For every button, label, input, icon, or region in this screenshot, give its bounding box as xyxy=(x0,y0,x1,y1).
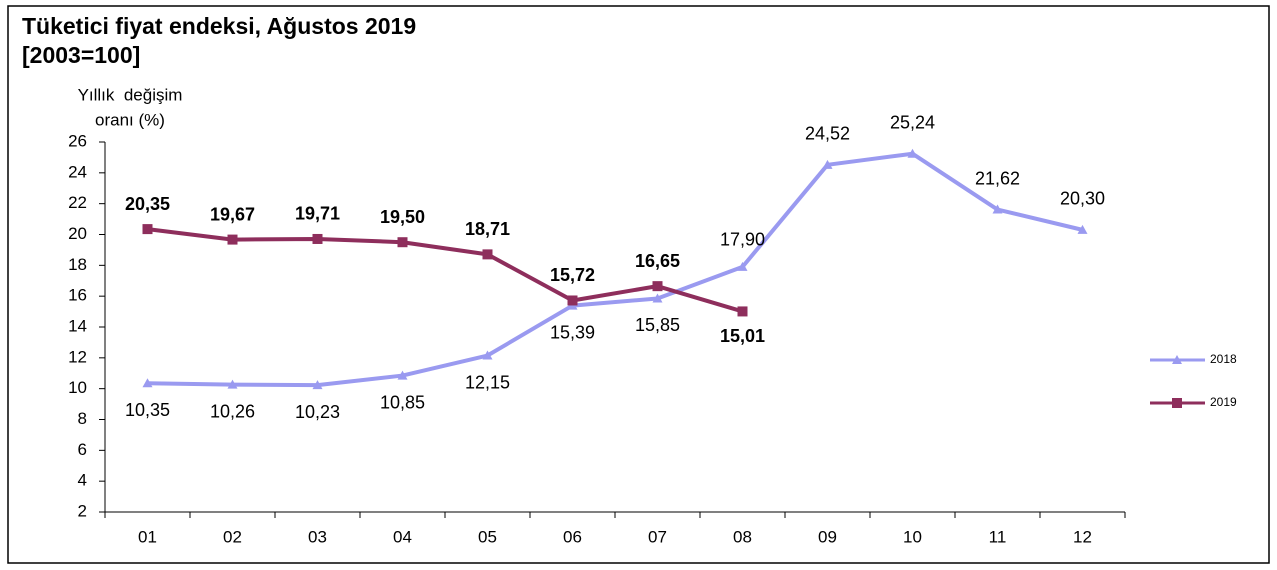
chart-subtitle: [2003=100] xyxy=(22,42,140,68)
data-label: 20,30 xyxy=(1060,189,1105,209)
x-tick-label: 11 xyxy=(989,527,1007,546)
point xyxy=(312,233,323,244)
point xyxy=(482,350,493,360)
data-label: 15,85 xyxy=(635,315,680,335)
x-tick-label: 01 xyxy=(138,527,157,546)
data-label: 15,72 xyxy=(550,265,595,285)
y-tick-label: 2 xyxy=(78,501,87,520)
data-label: 10,35 xyxy=(125,400,170,420)
y-tick-label: 20 xyxy=(68,224,87,243)
y-axis-label: oranı (%) xyxy=(95,110,165,129)
frame xyxy=(7,5,1270,564)
data-label: 25,24 xyxy=(890,112,935,132)
point xyxy=(737,306,748,317)
x-tick-label: 04 xyxy=(393,527,412,546)
data-label: 15,01 xyxy=(720,326,765,346)
point xyxy=(992,204,1003,214)
y-tick-label: 22 xyxy=(68,193,87,212)
y-tick-label: 26 xyxy=(68,131,87,150)
point xyxy=(652,281,663,292)
data-label: 24,52 xyxy=(805,124,850,144)
data-label: 19,50 xyxy=(380,207,425,227)
legend-marker xyxy=(1172,355,1182,364)
legend-label: 2019 xyxy=(1210,395,1237,409)
y-tick-label: 10 xyxy=(68,378,87,397)
x-tick-label: 09 xyxy=(818,527,837,546)
data-label: 18,71 xyxy=(465,219,510,239)
point xyxy=(907,148,918,158)
data-label: 10,23 xyxy=(295,402,340,422)
data-label: 17,90 xyxy=(720,230,765,250)
point xyxy=(567,295,578,306)
point xyxy=(227,234,238,245)
x-tick-label: 06 xyxy=(563,527,582,546)
data-label: 20,35 xyxy=(125,194,170,214)
data-label: 10,26 xyxy=(210,401,255,421)
y-tick-label: 4 xyxy=(78,471,87,490)
y-tick-label: 14 xyxy=(68,316,87,335)
x-tick-label: 05 xyxy=(478,527,497,546)
x-tick-label: 08 xyxy=(733,527,752,546)
chart-title: Tüketici fiyat endeksi, Ağustos 2019 xyxy=(22,13,416,39)
point xyxy=(142,378,153,388)
point xyxy=(1077,224,1088,234)
series-line xyxy=(147,227,744,314)
y-tick-label: 8 xyxy=(78,409,87,428)
point xyxy=(737,261,748,271)
y-axis-label: Yıllık değişim xyxy=(78,85,183,104)
y-tick-label: 12 xyxy=(68,347,87,366)
x-tick-label: 07 xyxy=(648,527,667,546)
data-label: 12,15 xyxy=(465,372,510,392)
point xyxy=(652,293,663,303)
point xyxy=(482,249,493,260)
point xyxy=(397,237,408,248)
point xyxy=(227,379,238,389)
y-tick-label: 24 xyxy=(68,162,87,181)
point xyxy=(142,224,153,235)
data-label: 16,65 xyxy=(635,251,680,271)
y-tick-label: 16 xyxy=(68,286,87,305)
legend-marker xyxy=(1172,398,1182,408)
x-tick-label: 10 xyxy=(903,527,922,546)
data-label: 21,62 xyxy=(975,168,1020,188)
data-label: 15,39 xyxy=(550,322,595,342)
data-label: 10,85 xyxy=(380,392,425,412)
y-tick-label: 6 xyxy=(78,440,87,459)
data-label: 19,71 xyxy=(295,204,340,224)
x-tick-label: 03 xyxy=(308,527,327,546)
legend-label: 2018 xyxy=(1210,352,1237,366)
series-line xyxy=(147,151,1083,388)
data-label: 19,67 xyxy=(210,204,255,224)
point xyxy=(312,380,323,390)
point xyxy=(822,159,833,169)
x-tick-label: 02 xyxy=(223,527,242,546)
y-tick-label: 18 xyxy=(68,255,87,274)
point xyxy=(397,370,408,380)
x-tick-label: 12 xyxy=(1073,527,1092,546)
